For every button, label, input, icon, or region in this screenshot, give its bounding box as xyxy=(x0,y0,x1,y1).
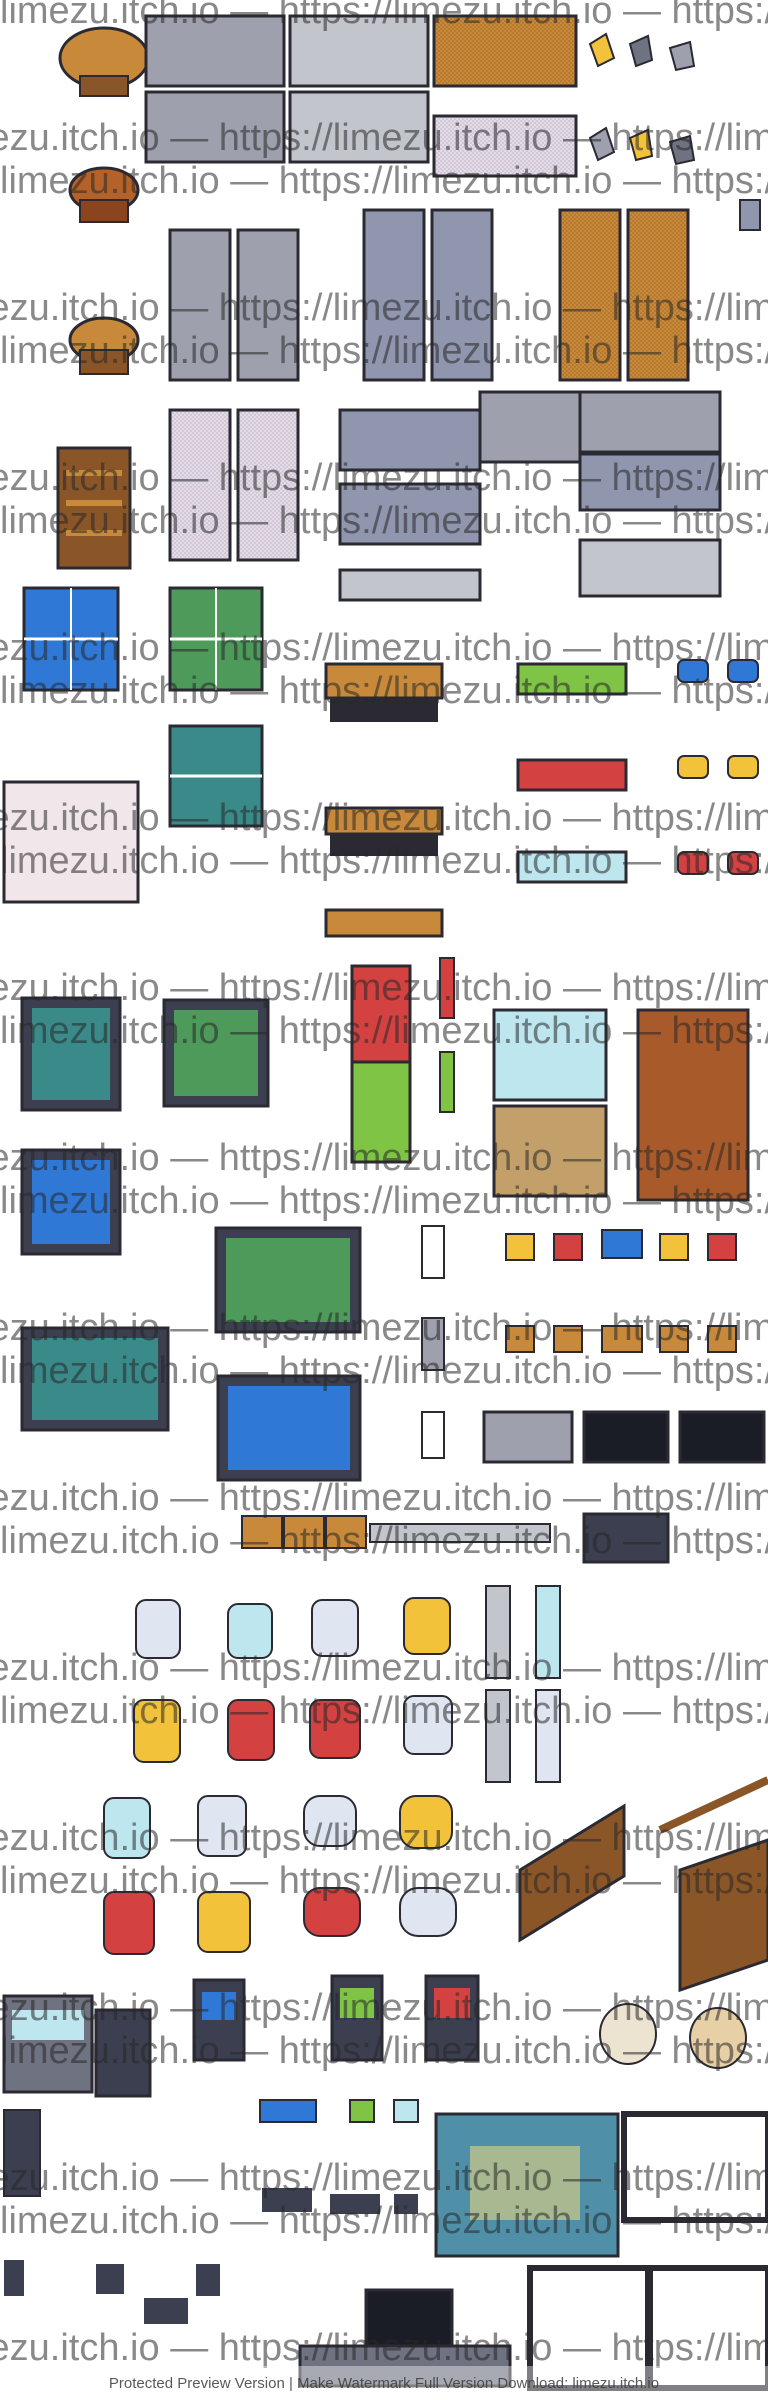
pool-table-blue xyxy=(20,1148,122,1256)
locker-sprites xyxy=(350,957,750,1202)
crate-row-sprites xyxy=(241,1515,551,1549)
lamp-sprites xyxy=(421,1225,445,1459)
stool-sprites xyxy=(677,659,759,875)
sofa-vertical-blue-gray xyxy=(362,208,494,382)
tv-sprites xyxy=(482,1410,766,1564)
sofa-long-lightgray xyxy=(288,14,430,164)
tall-mirror-sprites xyxy=(485,1585,561,1783)
fence-sprites xyxy=(518,1776,768,1993)
rug-pink-sprite xyxy=(2,780,140,904)
armchair-sprites xyxy=(103,1597,457,1955)
picture-frame-sprites xyxy=(259,2099,419,2214)
sofa-long-lavender xyxy=(432,114,578,178)
shelf-ladder-sprite xyxy=(56,446,132,570)
cushion-sprites xyxy=(588,32,696,166)
round-table-sprite xyxy=(68,166,140,223)
round-ottoman-sprites xyxy=(599,2003,747,2069)
round-table-sprite xyxy=(58,26,150,97)
pool-table-wide-teal xyxy=(20,1326,170,1432)
sofa-vertical-lavender xyxy=(168,408,300,562)
pool-table-wide-green xyxy=(214,1226,362,1334)
window-frame-sprites xyxy=(527,2111,768,2391)
pool-table-wide-blue xyxy=(216,1374,362,1482)
chair-color-sprites xyxy=(505,1229,737,1353)
sofa-horizontal-dark xyxy=(338,390,722,602)
sofa-long-wood xyxy=(432,14,578,88)
sofa-vertical-wood xyxy=(558,208,690,382)
sofa-long-gray xyxy=(144,14,286,164)
pool-table-green xyxy=(162,998,270,1108)
sofa-vertical-gray xyxy=(168,228,300,382)
plant-pot-sprite xyxy=(739,199,761,231)
pingpong-table-blue xyxy=(22,586,120,692)
preview-footer: Protected Preview Version | Make Waterma… xyxy=(0,2366,768,2400)
pingpong-table-green xyxy=(168,586,264,692)
arcade-cabinet-sprites xyxy=(192,1974,480,2062)
pingpong-table-teal xyxy=(168,724,264,828)
kitchen-shelf-sprites xyxy=(2,1994,152,2098)
rug-teal-sprite xyxy=(434,2112,620,2258)
bench-sprites xyxy=(324,662,628,938)
desk-computer-sprites xyxy=(3,2109,512,2388)
round-table-sprite xyxy=(68,316,140,375)
pool-table-teal xyxy=(20,996,122,1112)
